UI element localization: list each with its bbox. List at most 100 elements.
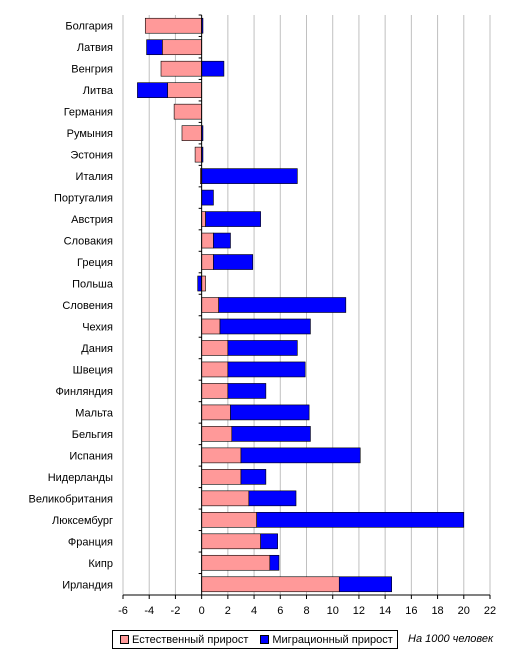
legend-swatch-natural [120, 635, 129, 644]
x-tick-label: 18 [431, 605, 443, 617]
x-tick-label: 6 [277, 605, 283, 617]
bar-migration [269, 554, 280, 571]
bar-migration [227, 383, 267, 399]
bar-natural [201, 361, 229, 378]
category-label: Латвия [77, 42, 113, 54]
bar-natural [201, 512, 257, 528]
bar-natural [201, 383, 229, 399]
bar-migration [201, 168, 298, 184]
bar-migration [338, 576, 392, 593]
bar-migration [256, 512, 465, 528]
x-tick-label: 16 [405, 605, 417, 617]
bar-natural [144, 17, 202, 34]
bar-natural [201, 469, 242, 485]
bar-natural [201, 554, 271, 571]
x-tick-label: 14 [379, 605, 391, 617]
bar-natural [201, 340, 229, 356]
legend: Естественный прирост Миграционный прирос… [112, 630, 398, 649]
axes [122, 14, 491, 599]
bar-natural [201, 447, 242, 464]
category-label: Словения [62, 300, 113, 312]
units-note: На 1000 человек [408, 633, 494, 645]
bar-migration [219, 318, 311, 335]
category-label: Болгария [65, 21, 113, 33]
x-tick-label: -6 [118, 605, 128, 617]
bar-natural [160, 60, 202, 77]
category-label: Австрия [71, 214, 113, 226]
bar-natural [201, 576, 340, 593]
category-label: Люксембург [52, 515, 113, 527]
x-tick-label: -4 [144, 605, 154, 617]
bar-natural [201, 211, 206, 227]
x-tick-label: 0 [199, 605, 205, 617]
category-label: Швеция [73, 364, 113, 376]
bar-natural [201, 297, 219, 313]
x-tick-label: 10 [327, 605, 339, 617]
bar-natural [201, 426, 233, 442]
legend-item-migration: Миграционный прирост [260, 633, 393, 646]
bar-migration [227, 361, 306, 378]
bar-migration [146, 39, 163, 56]
bar-natural [201, 318, 221, 335]
category-label: Кипр [88, 558, 113, 570]
category-label: Польша [72, 279, 114, 291]
bar-natural [201, 533, 261, 550]
category-label: Эстония [70, 150, 113, 162]
category-label: Бельгия [72, 429, 113, 441]
category-label: Дания [81, 343, 113, 355]
legend-swatch-migration [260, 635, 270, 644]
legend-item-natural: Естественный прирост [120, 634, 248, 646]
category-label: Мальта [75, 407, 114, 419]
bar-natural [181, 125, 202, 141]
bar-migration [213, 232, 231, 249]
legend-label-natural: Естественный прирост [132, 633, 249, 646]
x-tick-label: 8 [303, 605, 309, 617]
category-label: Великобритания [29, 493, 114, 505]
bar-natural [201, 254, 214, 270]
bar-migration [201, 60, 225, 77]
bar-natural [201, 232, 214, 249]
bar-migration [230, 404, 310, 421]
bar-migration [197, 275, 202, 292]
bar-natural [167, 82, 202, 98]
bar-natural [201, 404, 231, 421]
category-label: Нидерланды [48, 472, 113, 484]
bars [137, 17, 465, 593]
x-tick-labels: -6 -4 -2 0 2 4 6 8 10 12 14 16 18 20 22 [118, 605, 496, 617]
legend-label-migration: Миграционный прирост [272, 633, 393, 646]
category-label: Португалия [54, 193, 113, 205]
category-label: Словакия [64, 236, 113, 248]
bar-migration [231, 426, 311, 442]
category-label: Франция [68, 536, 113, 548]
category-label: Литва [83, 85, 114, 97]
x-tick-label: 22 [484, 605, 496, 617]
bar-natural [201, 490, 250, 507]
bar-natural [194, 146, 202, 163]
bar-migration [240, 469, 267, 485]
category-labels: Болгария Латвия Венгрия Литва Германия Румыни… [29, 21, 114, 592]
bar-migration [213, 254, 254, 270]
category-label: Греция [77, 257, 113, 269]
category-label: Венгрия [71, 64, 113, 76]
bar-migration [205, 211, 261, 227]
x-tick-label: 2 [225, 605, 231, 617]
x-tick-label: 12 [353, 605, 365, 617]
bar-migration [248, 490, 297, 507]
x-tick-label: -2 [171, 605, 181, 617]
bar-natural [201, 275, 206, 292]
bar-migration [227, 340, 298, 356]
bar-migration [218, 297, 347, 313]
category-label: Финляндия [55, 386, 113, 398]
bar-migration [137, 82, 168, 98]
x-tick-label: 20 [458, 605, 470, 617]
bar-migration [260, 533, 278, 550]
category-label: Ирландия [62, 579, 113, 591]
category-label: Германия [64, 107, 113, 119]
x-tick-label: 4 [251, 605, 257, 617]
bar-migration [201, 189, 214, 206]
bar-natural [173, 103, 202, 120]
bar-migration [240, 447, 361, 464]
category-label: Румыния [67, 128, 113, 140]
bar-natural [162, 39, 202, 56]
